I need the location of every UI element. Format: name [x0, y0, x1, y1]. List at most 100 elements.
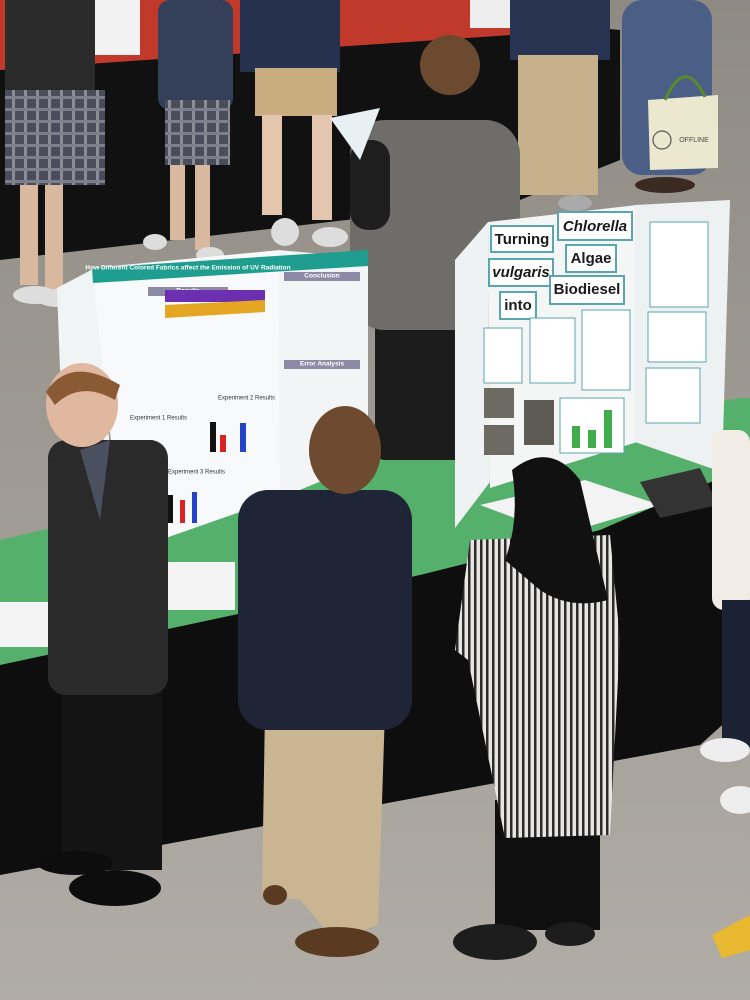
shoe — [295, 927, 379, 957]
chart-bar — [240, 423, 246, 452]
person-back-4 — [510, 0, 610, 211]
paper — [165, 562, 235, 610]
leg — [262, 115, 282, 215]
shoe — [720, 786, 750, 814]
person-back-3 — [240, 0, 348, 247]
shoe — [263, 885, 287, 905]
poster-title-bar — [92, 250, 368, 283]
chart-bar — [220, 435, 226, 452]
shoe — [558, 195, 592, 211]
shoe — [312, 227, 348, 247]
shorts — [255, 68, 337, 116]
chart-bar — [588, 430, 596, 448]
pants — [62, 670, 162, 870]
skirt — [165, 100, 230, 165]
shirt — [5, 0, 95, 100]
shoe — [271, 218, 299, 246]
dress — [455, 535, 620, 838]
person-right-edge — [700, 430, 750, 814]
chart-bar — [180, 500, 185, 523]
tote-text: OFFLINE — [679, 137, 709, 144]
blazer — [48, 440, 168, 695]
photo — [484, 388, 514, 418]
shoe — [545, 922, 595, 946]
blazer — [238, 490, 412, 730]
leg — [170, 165, 185, 240]
poster-word: Biodiesel — [554, 281, 621, 298]
jacket — [158, 0, 233, 110]
shirt — [80, 440, 110, 520]
word-box — [488, 258, 554, 287]
poster-left-panel — [455, 222, 490, 528]
right-poster: Turning Chlorella vulgaris Algae into Bi… — [455, 200, 730, 528]
shoe — [700, 738, 750, 762]
person-back-1 — [5, 0, 105, 307]
shoe — [69, 870, 161, 906]
chart-bar — [168, 495, 173, 523]
poster-title: How Different Colored Fabrics affect the… — [85, 265, 290, 272]
chart-bar — [572, 426, 580, 448]
text-block — [529, 317, 576, 384]
leg — [195, 165, 210, 250]
person-back-2 — [143, 0, 233, 263]
section-title: Conclusion — [304, 273, 339, 280]
shirt — [712, 430, 750, 610]
paper — [0, 602, 48, 647]
leg — [20, 185, 38, 285]
person-hoodie — [330, 35, 520, 460]
notebook — [640, 468, 718, 518]
shoe — [37, 851, 113, 875]
shirt — [240, 0, 340, 72]
shoe — [453, 924, 537, 960]
photo — [484, 425, 514, 455]
pants — [722, 600, 750, 750]
sleeve — [350, 140, 390, 230]
yellow-paper — [712, 915, 750, 958]
section-title: Experiment 1 Results — [130, 416, 187, 422]
head — [309, 406, 381, 494]
shoe — [143, 234, 167, 250]
pants — [518, 55, 598, 195]
person-man-center — [238, 406, 412, 957]
tote-strap — [663, 75, 707, 101]
section-title: Error Analysis — [300, 361, 345, 368]
text-block — [645, 367, 701, 424]
hair — [505, 457, 608, 604]
head — [420, 35, 480, 95]
word-box — [549, 275, 625, 305]
section-title: Experiment 3 Results — [168, 470, 225, 476]
section-title: Experiment 2 Results — [218, 396, 275, 402]
text-block — [649, 221, 709, 308]
poster-word: Turning — [495, 231, 550, 248]
tote-logo — [652, 130, 672, 150]
chart-bar — [604, 410, 612, 448]
poster-word: Chlorella — [563, 218, 627, 235]
trousers — [262, 710, 385, 940]
chart-bar — [192, 492, 197, 523]
photo — [524, 400, 554, 445]
skirt — [5, 90, 105, 185]
pants — [375, 300, 465, 460]
uv-gradient — [165, 300, 265, 318]
poster-word: into — [504, 297, 532, 314]
word-box — [490, 225, 554, 253]
text-block — [581, 309, 631, 391]
back-paper — [470, 0, 510, 28]
word-box — [565, 244, 617, 273]
hair — [46, 371, 120, 405]
person-woman — [453, 457, 620, 960]
poster-word: Algae — [571, 250, 612, 267]
word-box — [557, 211, 633, 241]
uv-swatch — [165, 290, 265, 302]
clipboard — [330, 108, 380, 160]
sandals — [635, 177, 695, 193]
person-back-5: OFFLINE — [622, 0, 718, 193]
tote-bag — [648, 95, 718, 170]
text-block — [483, 327, 523, 384]
poster-word: vulgaris — [492, 264, 550, 281]
text-block — [647, 311, 707, 363]
back-poster — [95, 0, 140, 55]
word-box — [499, 291, 537, 320]
chart-bar — [210, 422, 216, 452]
